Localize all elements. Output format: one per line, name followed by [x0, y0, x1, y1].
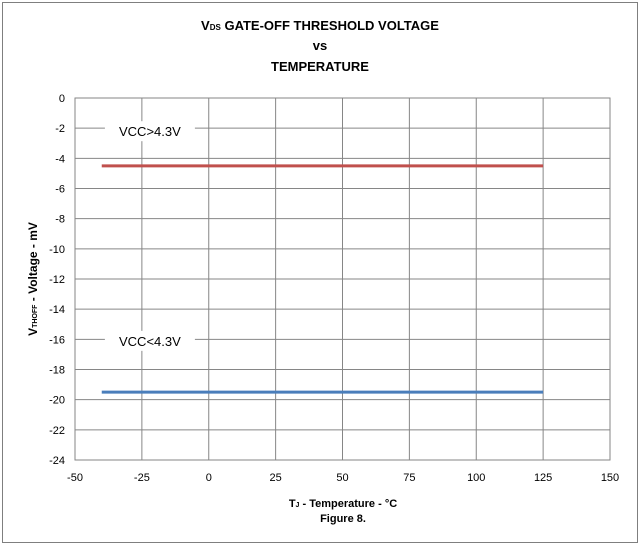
y-tick-label: -10: [49, 244, 65, 256]
y-axis-label: VTHOFF - Voltage - mV: [26, 222, 40, 336]
x-tick-label: 100: [467, 472, 485, 484]
series-label: VCC<4.3V: [119, 334, 181, 349]
y-tick-label: -6: [55, 184, 65, 196]
x-tick-label: 150: [601, 472, 619, 484]
x-tick-label: -25: [134, 472, 150, 484]
y-tick-label: -2: [55, 123, 65, 135]
series-labels: VCC>4.3V VCC<4.3V: [104, 121, 195, 351]
y-tick-label: -20: [49, 395, 65, 407]
x-tick-label: 25: [270, 472, 282, 484]
x-axis-label: TJ - Temperature - °C: [289, 498, 397, 510]
y-tick-label: -24: [49, 455, 65, 467]
x-tick-label: 125: [534, 472, 552, 484]
y-tick-label: -14: [49, 304, 65, 316]
y-tick-label: -22: [49, 425, 65, 437]
x-tick-labels: -50 -25 0 25 50 75 100 125 150: [67, 472, 619, 484]
y-tick-label: -4: [55, 153, 65, 165]
series-label-background: [104, 330, 195, 351]
y-tick-label: -18: [49, 365, 65, 377]
x-tick-label: 75: [403, 472, 415, 484]
x-tick-label: 0: [206, 472, 212, 484]
series-label: VCC>4.3V: [119, 124, 181, 139]
y-tick-label: -8: [55, 214, 65, 226]
figure-caption: Figure 8.: [320, 513, 366, 525]
chart-title-line2: vs: [313, 38, 327, 53]
chart-title-line3: TEMPERATURE: [271, 59, 369, 74]
y-tick-label: 0: [59, 93, 65, 105]
chart-title-line1: VDS GATE-OFF THRESHOLD VOLTAGE: [201, 18, 439, 33]
x-tick-label: 50: [336, 472, 348, 484]
chart-title-subscript: DS: [210, 23, 222, 32]
y-tick-label: -12: [49, 274, 65, 286]
gridlines: [74, 97, 611, 461]
y-tick-label: -16: [49, 334, 65, 346]
series-label-background: [104, 121, 195, 142]
y-tick-labels: 0 -2 -4 -6 -8 -10 -12 -14 -16 -18 -20 -22 -24: [49, 93, 65, 467]
x-tick-label: -50: [67, 472, 83, 484]
y-axis-label-subscript: THOFF: [32, 304, 39, 328]
series-lines: [101, 164, 544, 394]
x-axis-label-subscript: J: [296, 502, 300, 509]
